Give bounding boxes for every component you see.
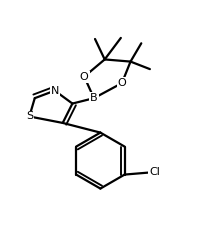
Text: Cl: Cl <box>149 167 160 177</box>
Text: B: B <box>90 93 98 103</box>
Text: O: O <box>118 78 126 88</box>
Text: S: S <box>26 111 33 122</box>
Text: N: N <box>51 86 59 96</box>
Text: O: O <box>80 72 89 82</box>
